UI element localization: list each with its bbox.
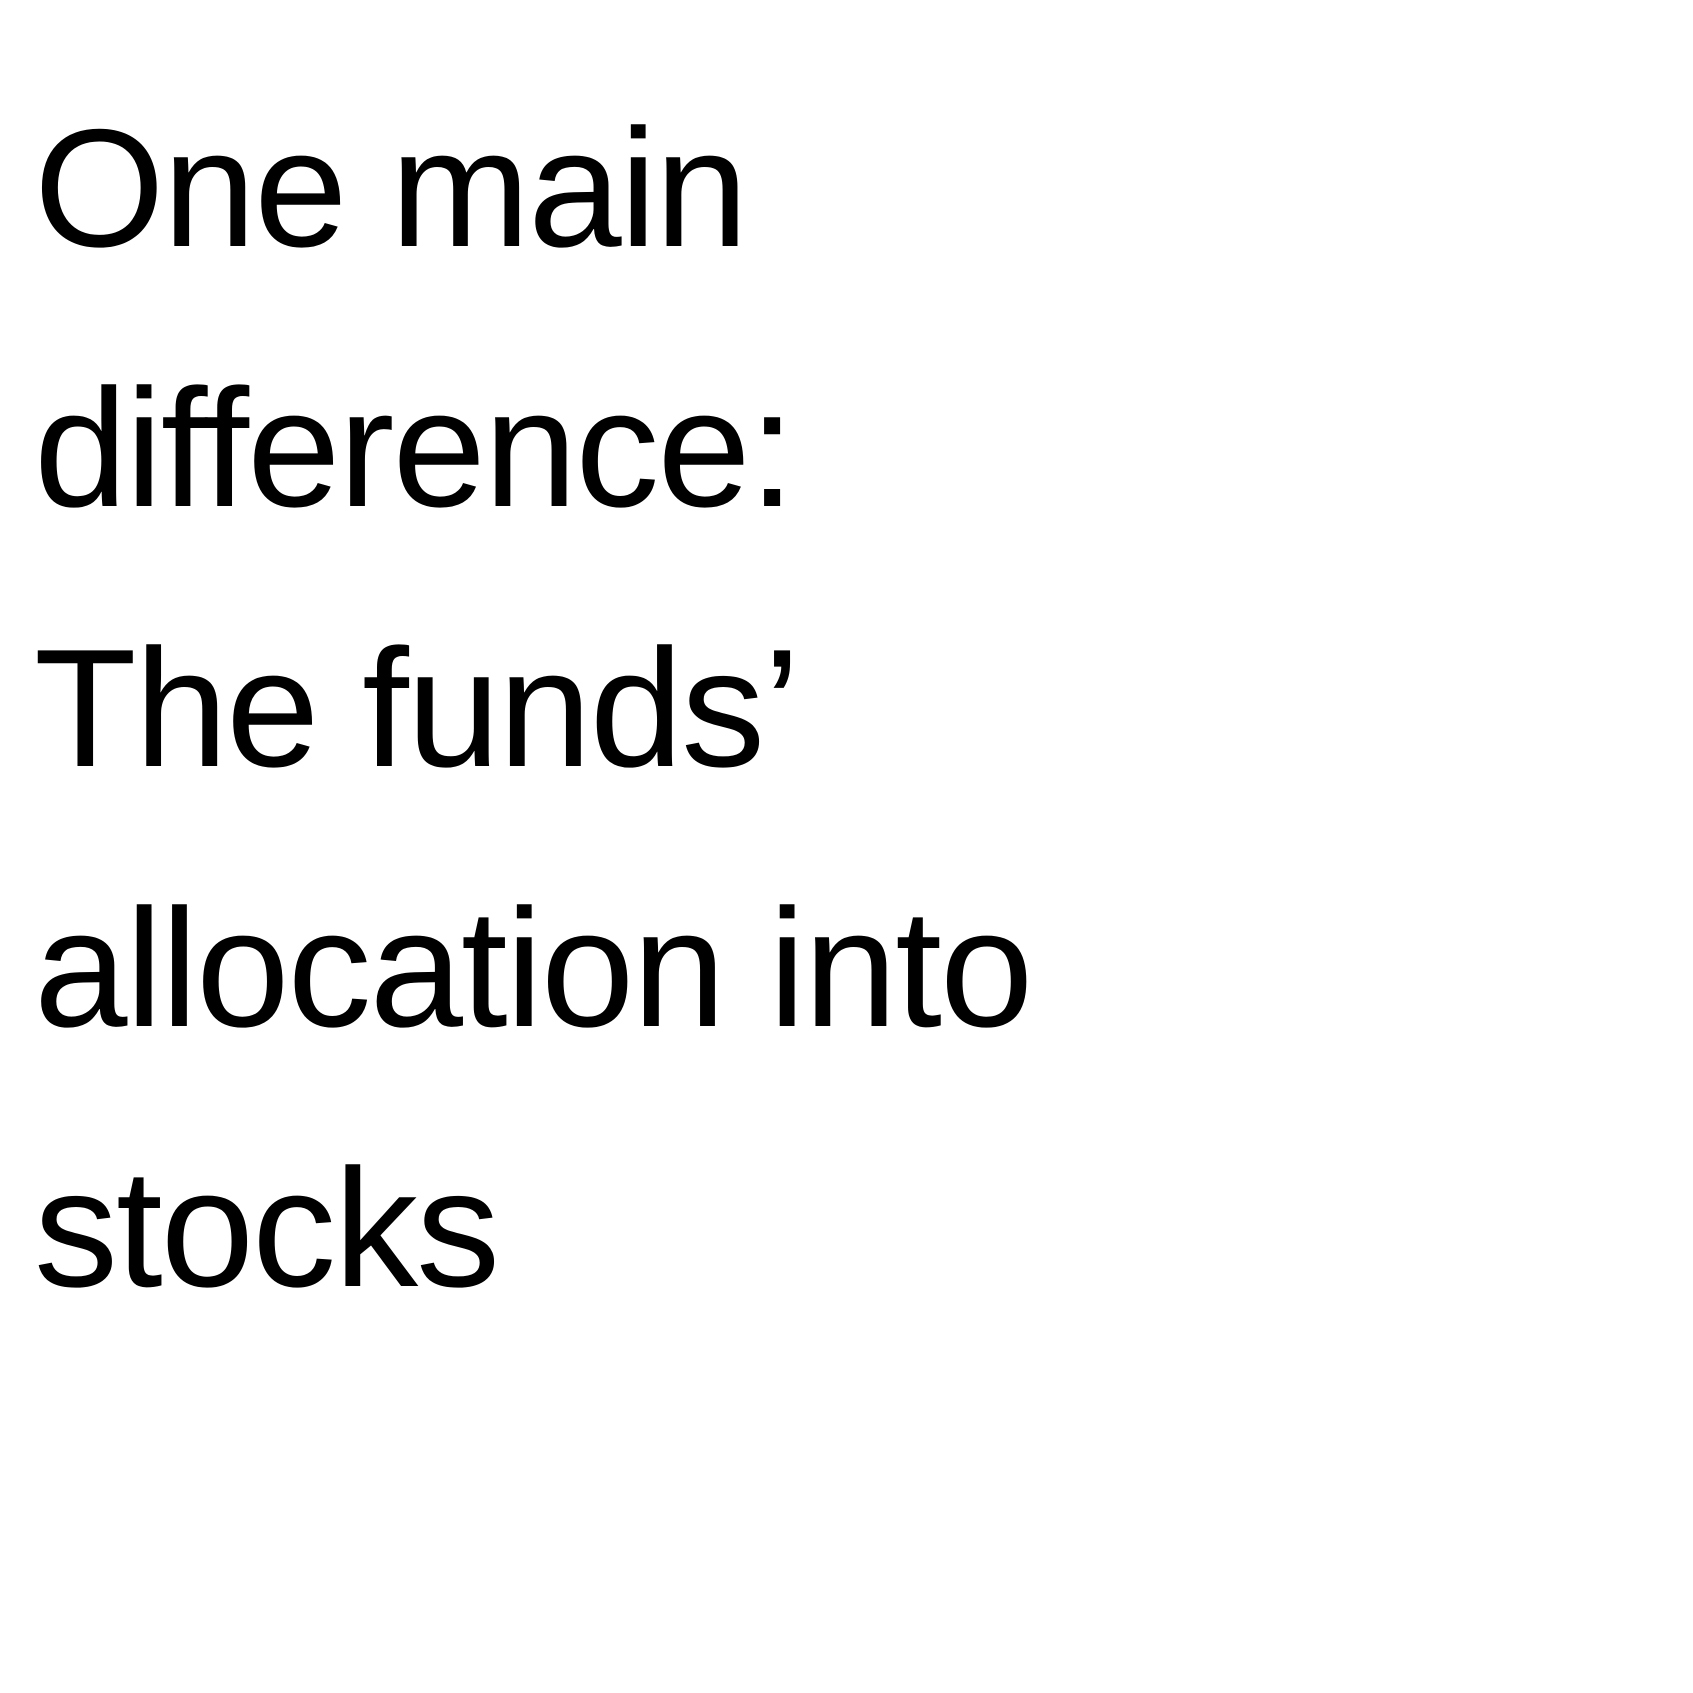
text-line-1: One main bbox=[34, 94, 748, 282]
slide-body-text: One main difference: The funds’ allocati… bbox=[34, 58, 1033, 1358]
text-line-2: difference: bbox=[34, 354, 795, 542]
text-line-3: The funds’ bbox=[34, 614, 800, 802]
text-line-4: allocation into bbox=[34, 874, 1033, 1062]
text-line-5: stocks bbox=[34, 1134, 500, 1322]
